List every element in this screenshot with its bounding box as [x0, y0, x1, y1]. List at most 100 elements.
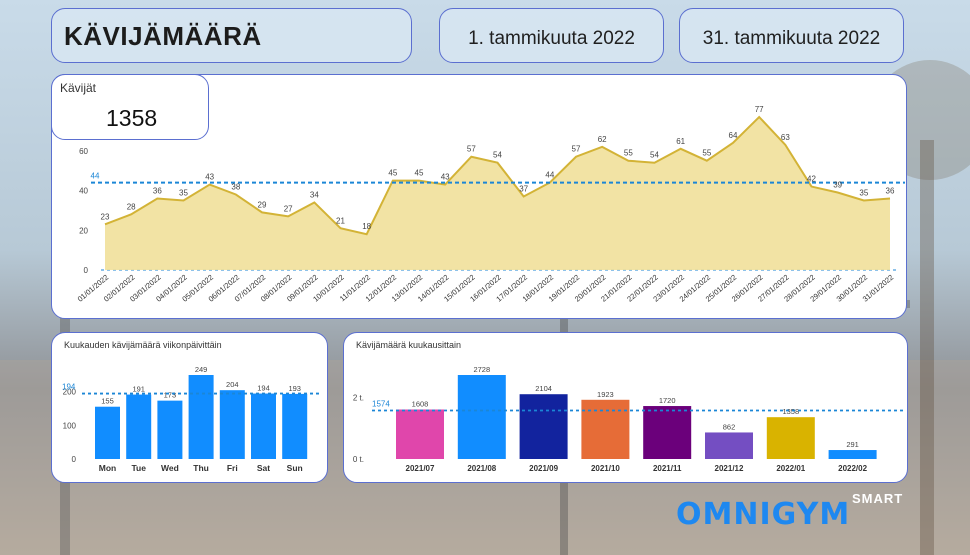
area-fill [105, 117, 890, 270]
x-tick-label: 2021/12 [715, 464, 744, 473]
x-tick-label: Sat [257, 463, 270, 473]
data-label: 35 [859, 188, 868, 197]
data-label: 64 [729, 131, 738, 140]
average-label: 194 [62, 383, 76, 392]
data-label: 28 [127, 202, 136, 211]
data-label: 18 [362, 222, 371, 231]
data-label: 55 [702, 149, 711, 158]
data-label: 1358 [782, 407, 799, 416]
data-label: 34 [310, 190, 319, 199]
brand-suffix: SMART [852, 491, 904, 506]
y-tick-label: 200 [63, 388, 77, 397]
data-label: 55 [624, 149, 633, 158]
y-tick-label: 60 [79, 147, 88, 156]
x-tick-label: Fri [227, 463, 238, 473]
data-label: 54 [493, 151, 502, 160]
x-tick-label: 2021/08 [467, 464, 496, 473]
end-date-filter[interactable]: 31. tammikuuta 2022 [679, 8, 904, 63]
bar [126, 394, 152, 459]
data-label: 39 [833, 181, 842, 190]
bar [157, 400, 183, 459]
kpi-card: Kävijät 1358 [51, 74, 209, 140]
data-label: 23 [101, 212, 110, 221]
data-label: 2728 [473, 365, 490, 374]
data-label: 36 [886, 186, 895, 195]
x-tick-label: 2022/02 [838, 464, 867, 473]
x-tick-label: Wed [161, 463, 179, 473]
bar [643, 406, 692, 459]
bar [766, 417, 815, 459]
x-tick-label: 2021/07 [406, 464, 435, 473]
y-tick-label: 100 [63, 421, 77, 430]
kpi-value: 1358 [106, 105, 158, 131]
data-label: 1720 [659, 396, 676, 405]
weekday-bar-chart: 0 100 200 155 Mon 191 Tue 173 Wed 249 Thu 204 Fri 194… [62, 365, 322, 473]
data-label: 21 [336, 216, 345, 225]
y-tick-label: 2 t. [353, 393, 364, 402]
x-tick-label: 2022/01 [776, 464, 805, 473]
bar [188, 375, 214, 459]
daily-visitors-chart: 0 20 40 60 44 23 28 36 35 43 38 29 27 34 21 18 45 45 43 57 5… [76, 105, 905, 304]
data-label: 249 [195, 365, 208, 374]
x-tick-label: Sun [287, 463, 303, 473]
data-label: 62 [598, 135, 607, 144]
bar [95, 406, 120, 459]
data-label: 57 [572, 145, 581, 154]
data-label: 37 [519, 184, 528, 193]
start-date-value: 1. tammikuuta 2022 [468, 28, 635, 49]
data-label: 44 [545, 171, 554, 180]
data-label: 291 [846, 440, 859, 449]
bar [457, 375, 506, 459]
monthly-panel: Kävijämäärä kuukausittain 0 t. 2 t. 1608 20… [343, 332, 908, 483]
data-label: 61 [676, 137, 685, 146]
data-label: 194 [257, 384, 270, 393]
average-label: 44 [91, 172, 100, 181]
y-tick-label: 20 [79, 226, 88, 235]
start-date-filter[interactable]: 1. tammikuuta 2022 [439, 8, 664, 63]
data-label: 63 [781, 133, 790, 142]
monthly-bar-chart: 0 t. 2 t. 1608 2021/07 2728 2021/08 2104 2021/0… [353, 365, 904, 473]
data-label: 204 [226, 380, 239, 389]
average-label: 1574 [372, 400, 390, 409]
y-tick-label: 40 [79, 187, 88, 196]
bar [219, 390, 245, 459]
data-label: 173 [164, 391, 177, 400]
data-label: 155 [101, 397, 114, 406]
data-label: 36 [153, 186, 162, 195]
bar [396, 409, 444, 459]
bar [251, 393, 276, 459]
series-line [104, 115, 891, 236]
x-tick-label: Tue [131, 463, 146, 473]
bar [581, 399, 630, 459]
y-tick-label: 0 t. [353, 455, 364, 464]
data-label: 35 [179, 188, 188, 197]
data-label: 2104 [535, 384, 552, 393]
data-label: 77 [755, 105, 764, 114]
end-date-value: 31. tammikuuta 2022 [702, 28, 881, 49]
y-tick-label: 0 [72, 455, 77, 464]
bar [828, 450, 877, 459]
bar [282, 393, 308, 459]
kpi-label: Kävijät [60, 81, 97, 95]
page-title: KÄVIJÄMÄÄRÄ [64, 21, 262, 51]
x-tick-label: 2021/09 [529, 464, 558, 473]
daily-visitors-panel: 0 20 40 60 44 23 28 36 35 43 38 29 27 34 21 18 45 45 43 57 5… [51, 74, 907, 319]
y-tick-label: 0 [84, 266, 89, 275]
data-label: 862 [723, 422, 736, 431]
bar [705, 432, 753, 459]
data-label: 1923 [597, 390, 614, 399]
x-tick-label: 2021/10 [591, 464, 620, 473]
data-label: 38 [231, 182, 240, 191]
data-label: 54 [650, 151, 659, 160]
data-label: 45 [388, 169, 397, 178]
data-label: 43 [205, 173, 214, 182]
data-label: 43 [441, 173, 450, 182]
data-label: 42 [807, 175, 816, 184]
data-label: 193 [288, 384, 301, 393]
brand-logo: OMNIGYM [676, 497, 851, 532]
header-title-panel: KÄVIJÄMÄÄRÄ [51, 8, 412, 63]
x-tick-label: Mon [99, 463, 116, 473]
bar [519, 394, 568, 459]
x-tick-label: Thu [193, 463, 209, 473]
data-label: 45 [415, 169, 424, 178]
